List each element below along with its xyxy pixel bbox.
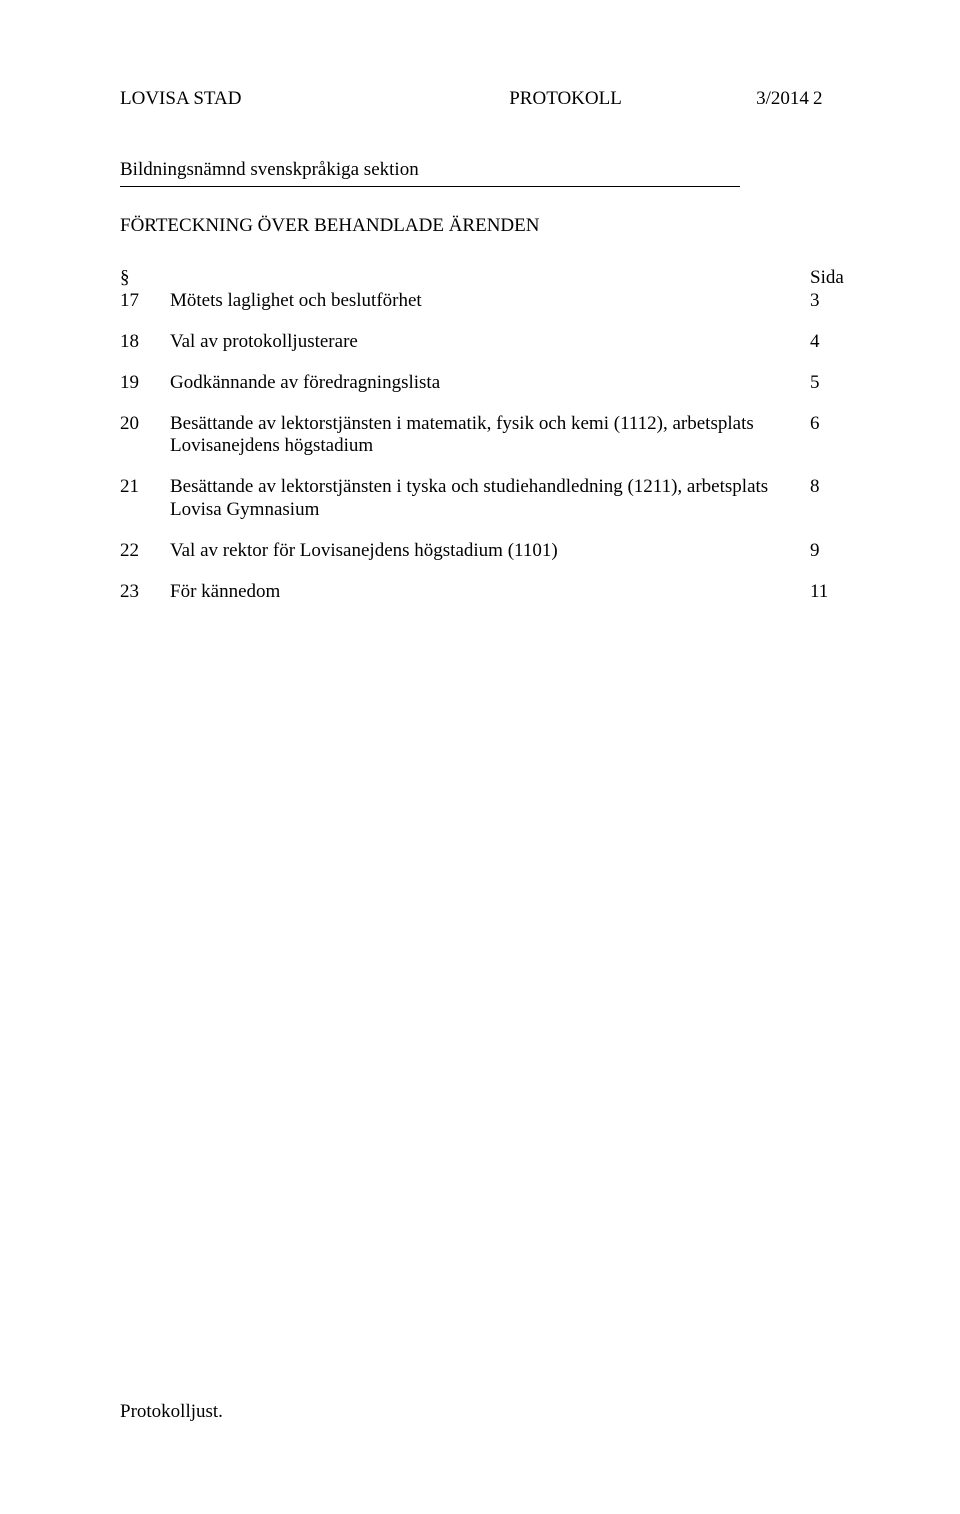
page: LOVISA STAD PROTOKOLL 3/2014 2 Bildnings… <box>0 0 960 1514</box>
toc-item-num: 21 <box>120 476 170 499</box>
toc-row: 19 Godkännande av föredragningslista 5 <box>120 372 870 395</box>
committee-name: Bildningsnämnd svenskpråkiga sektion <box>120 159 870 182</box>
committee-underline <box>120 186 740 187</box>
toc-item-title: Besättande av lektorstjänsten i tyska oc… <box>170 476 810 522</box>
toc-item-num: 19 <box>120 372 170 395</box>
toc-item-title: Val av rektor för Lovisanejdens högstadi… <box>170 540 810 563</box>
toc-row: 22 Val av rektor för Lovisanejdens högst… <box>120 540 870 563</box>
toc: § Sida 17 Mötets laglighet och beslutför… <box>120 267 870 603</box>
toc-row: 23 För kännedom 11 <box>120 581 870 604</box>
toc-item-title: För kännedom <box>170 581 810 604</box>
toc-item-page: 11 <box>810 581 870 604</box>
toc-row: 18 Val av protokolljusterare 4 <box>120 331 870 354</box>
toc-item-page: 8 <box>810 476 870 499</box>
toc-item-title: Val av protokolljusterare <box>170 331 810 354</box>
list-heading: FÖRTECKNING ÖVER BEHANDLADE ÄRENDEN <box>120 215 870 238</box>
toc-col-symbol: § <box>120 267 170 290</box>
toc-item-page: 9 <box>810 540 870 563</box>
toc-item-page: 6 <box>810 413 870 436</box>
toc-item-num: 22 <box>120 540 170 563</box>
toc-row: 17 Mötets laglighet och beslutförhet 3 <box>120 290 870 313</box>
header-row: LOVISA STAD PROTOKOLL 3/2014 2 <box>120 88 870 111</box>
toc-item-title: Mötets laglighet och beslutförhet <box>170 290 810 313</box>
toc-item-num: 20 <box>120 413 170 436</box>
toc-item-num: 17 <box>120 290 170 313</box>
header-org: LOVISA STAD <box>120 88 509 111</box>
toc-header-row: § Sida <box>120 267 870 290</box>
toc-item-num: 18 <box>120 331 170 354</box>
footer-text: Protokolljust. <box>120 1401 223 1424</box>
toc-row: 21 Besättande av lektorstjänsten i tyska… <box>120 476 870 522</box>
toc-item-title: Besättande av lektorstjänsten i matemati… <box>170 413 810 459</box>
toc-item-page: 3 <box>810 290 870 313</box>
header-doc-type: PROTOKOLL <box>509 88 756 111</box>
toc-row: 20 Besättande av lektorstjänsten i matem… <box>120 413 870 459</box>
toc-item-page: 5 <box>810 372 870 395</box>
header-doc-number: 3/2014 <box>756 88 813 111</box>
toc-item-page: 4 <box>810 331 870 354</box>
toc-item-title: Godkännande av föredragningslista <box>170 372 810 395</box>
toc-item-num: 23 <box>120 581 170 604</box>
toc-col-page-label: Sida <box>810 267 870 290</box>
header-page-num: 2 <box>813 88 870 111</box>
